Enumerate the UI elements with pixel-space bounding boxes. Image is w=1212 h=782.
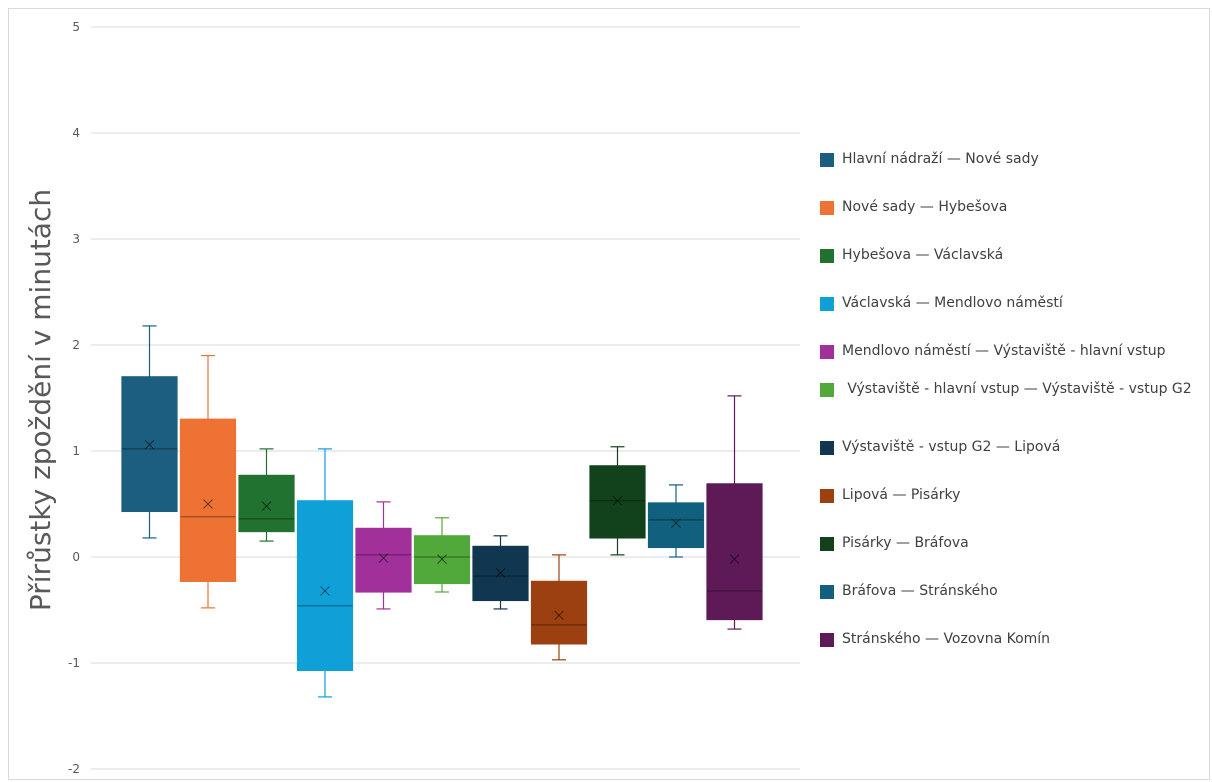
- iqr-box: [296, 500, 354, 672]
- iqr-box: [238, 474, 295, 533]
- y-tick-label: 3: [72, 232, 80, 246]
- legend-item: Hlavní nádraží — Nové sady: [820, 150, 1205, 169]
- mean-marker: [203, 499, 213, 509]
- y-tick-label: 5: [72, 20, 80, 34]
- box-9: [589, 446, 646, 556]
- legend-label: Hlavní nádraží — Nové sady: [842, 151, 1039, 167]
- legend-swatch: [820, 489, 834, 503]
- iqr-box: [179, 418, 237, 582]
- legend-label: Bráfova — Stránského: [842, 583, 998, 599]
- legend-label: Výstaviště - hlavní vstup — Výstaviště -…: [847, 381, 1192, 397]
- iqr-box: [530, 580, 588, 645]
- legend-swatch: [820, 537, 834, 551]
- legend-label: Lipová — Pisárky: [842, 487, 961, 503]
- box-1: [121, 325, 178, 539]
- legend-swatch: [820, 585, 834, 599]
- legend-label: Mendlovo náměstí — Výstaviště - hlavní v…: [842, 343, 1166, 359]
- iqr-box: [706, 483, 763, 621]
- legend-swatch: [820, 297, 834, 311]
- y-tick-label: -2: [68, 762, 80, 776]
- mean-marker: [144, 439, 155, 450]
- y-tick-label: 1: [72, 444, 80, 458]
- legend-item: Mendlovo náměstí — Výstaviště - hlavní v…: [820, 342, 1205, 361]
- legend-label: Stránského — Vozovna Komín: [842, 631, 1051, 647]
- y-tick-label: 2: [72, 338, 80, 352]
- box-6: [413, 517, 471, 593]
- mean-marker: [729, 554, 740, 564]
- legend-item: Stránského — Vozovna Komín: [820, 630, 1205, 649]
- legend-swatch: [820, 249, 834, 263]
- iqr-box: [647, 502, 705, 549]
- iqr-box: [355, 527, 412, 593]
- legend-label: Hybešova — Václavská: [842, 247, 1004, 263]
- y-axis-label: Přírůstky zpoždění v minutách: [24, 189, 57, 611]
- box-7: [472, 535, 529, 610]
- mean-marker: [437, 554, 447, 564]
- legend-swatch: [820, 383, 834, 397]
- legend-item: Bráfova — Stránského: [820, 582, 1205, 601]
- iqr-box: [589, 465, 646, 539]
- box-8: [530, 554, 588, 661]
- legend-item: Výstaviště - vstup G2 — Lipová: [820, 438, 1205, 457]
- legend-item: Výstaviště - hlavní vstup — Výstaviště -…: [820, 380, 1205, 399]
- mean-marker: [612, 495, 623, 506]
- legend-label: Nové sady — Hybešova: [842, 199, 1008, 215]
- legend-item: Nové sady — Hybešova: [820, 198, 1205, 217]
- mean-marker: [378, 553, 389, 563]
- legend-item: Pisárky — Bráfova: [820, 534, 1205, 553]
- legend-item: Hybešova — Václavská: [820, 246, 1205, 265]
- gridlines: [91, 26, 800, 770]
- y-tick-label: 0: [72, 550, 80, 564]
- y-tick-label: -1: [68, 656, 80, 670]
- box-4: [296, 448, 354, 698]
- box-11: [706, 395, 763, 630]
- legend-item: Václavská — Mendlovo náměstí: [820, 294, 1205, 313]
- legend-swatch: [820, 153, 834, 167]
- legend-swatch: [820, 345, 834, 359]
- mean-marker: [495, 568, 506, 578]
- mean-marker: [261, 501, 272, 511]
- legend-swatch: [820, 633, 834, 647]
- box-5: [355, 501, 412, 610]
- legend-label: Václavská — Mendlovo náměstí: [842, 295, 1063, 311]
- mean-marker: [320, 586, 330, 596]
- mean-marker: [671, 518, 681, 528]
- box-3: [238, 448, 295, 542]
- box-10: [647, 484, 705, 558]
- y-tick-labels: -2 -1 0 1 2 3 4 5: [68, 20, 80, 776]
- y-tick-label: 4: [72, 126, 80, 140]
- legend-item: Lipová — Pisárky: [820, 486, 1205, 505]
- legend-label: Výstaviště - vstup G2 — Lipová: [842, 439, 1061, 455]
- box-2: [179, 355, 237, 609]
- mean-marker: [554, 610, 564, 621]
- legend-swatch: [820, 441, 834, 455]
- boxes: [121, 325, 763, 698]
- legend-label: Pisárky — Bráfova: [842, 535, 969, 551]
- legend-swatch: [820, 201, 834, 215]
